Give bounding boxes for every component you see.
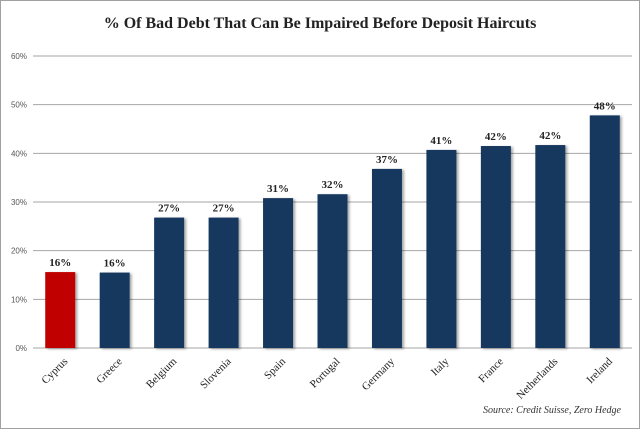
data-label: 27% [213,203,235,215]
y-tick-label: 50% [11,101,27,110]
data-label: 41% [430,135,452,147]
x-tick-label: Slovenia [198,356,234,392]
data-label: 32% [322,179,344,191]
x-tick-label: Italy [429,355,452,378]
x-tick-label: Portugal [308,356,343,391]
data-label: 48% [594,100,616,112]
x-tick-label: Ireland [584,355,615,386]
x-tick-label: Belgium [144,355,180,391]
bar-slovenia [208,217,239,348]
data-label: 27% [158,203,180,215]
y-tick-label: 10% [11,295,27,304]
x-tick-label: Greece [94,356,125,387]
data-label: 42% [485,131,507,143]
bar-germany [371,168,402,348]
data-label: 16% [104,258,126,270]
y-tick-label: 0% [15,344,27,353]
x-tick-label: Cyprus [39,356,70,387]
bar-spain [263,198,294,348]
bar-cyprus [45,272,76,348]
source-note: Source: Credit Suisse, Zero Hedge [482,405,621,416]
bar-france [480,146,511,348]
chart-title: % Of Bad Debt That Can Be Impaired Befor… [103,15,537,32]
bar-netherlands [535,145,566,348]
y-tick-label: 60% [11,52,27,61]
x-tick-label: Spain [262,355,289,382]
bar-belgium [154,217,185,348]
y-tick-label: 30% [11,198,27,207]
y-tick-label: 40% [11,149,27,158]
x-tick-label: Netherlands [514,356,560,402]
x-tick-label: Germany [360,355,398,393]
data-label: 37% [376,154,398,166]
data-label: 16% [49,257,71,269]
bar-greece [99,272,130,348]
x-tick-label: France [476,356,506,386]
bar-portugal [317,194,348,348]
data-label: 42% [539,130,561,142]
data-label: 31% [267,183,289,195]
bar-ireland [589,115,620,348]
bar-italy [426,149,457,348]
y-tick-label: 20% [11,247,27,256]
